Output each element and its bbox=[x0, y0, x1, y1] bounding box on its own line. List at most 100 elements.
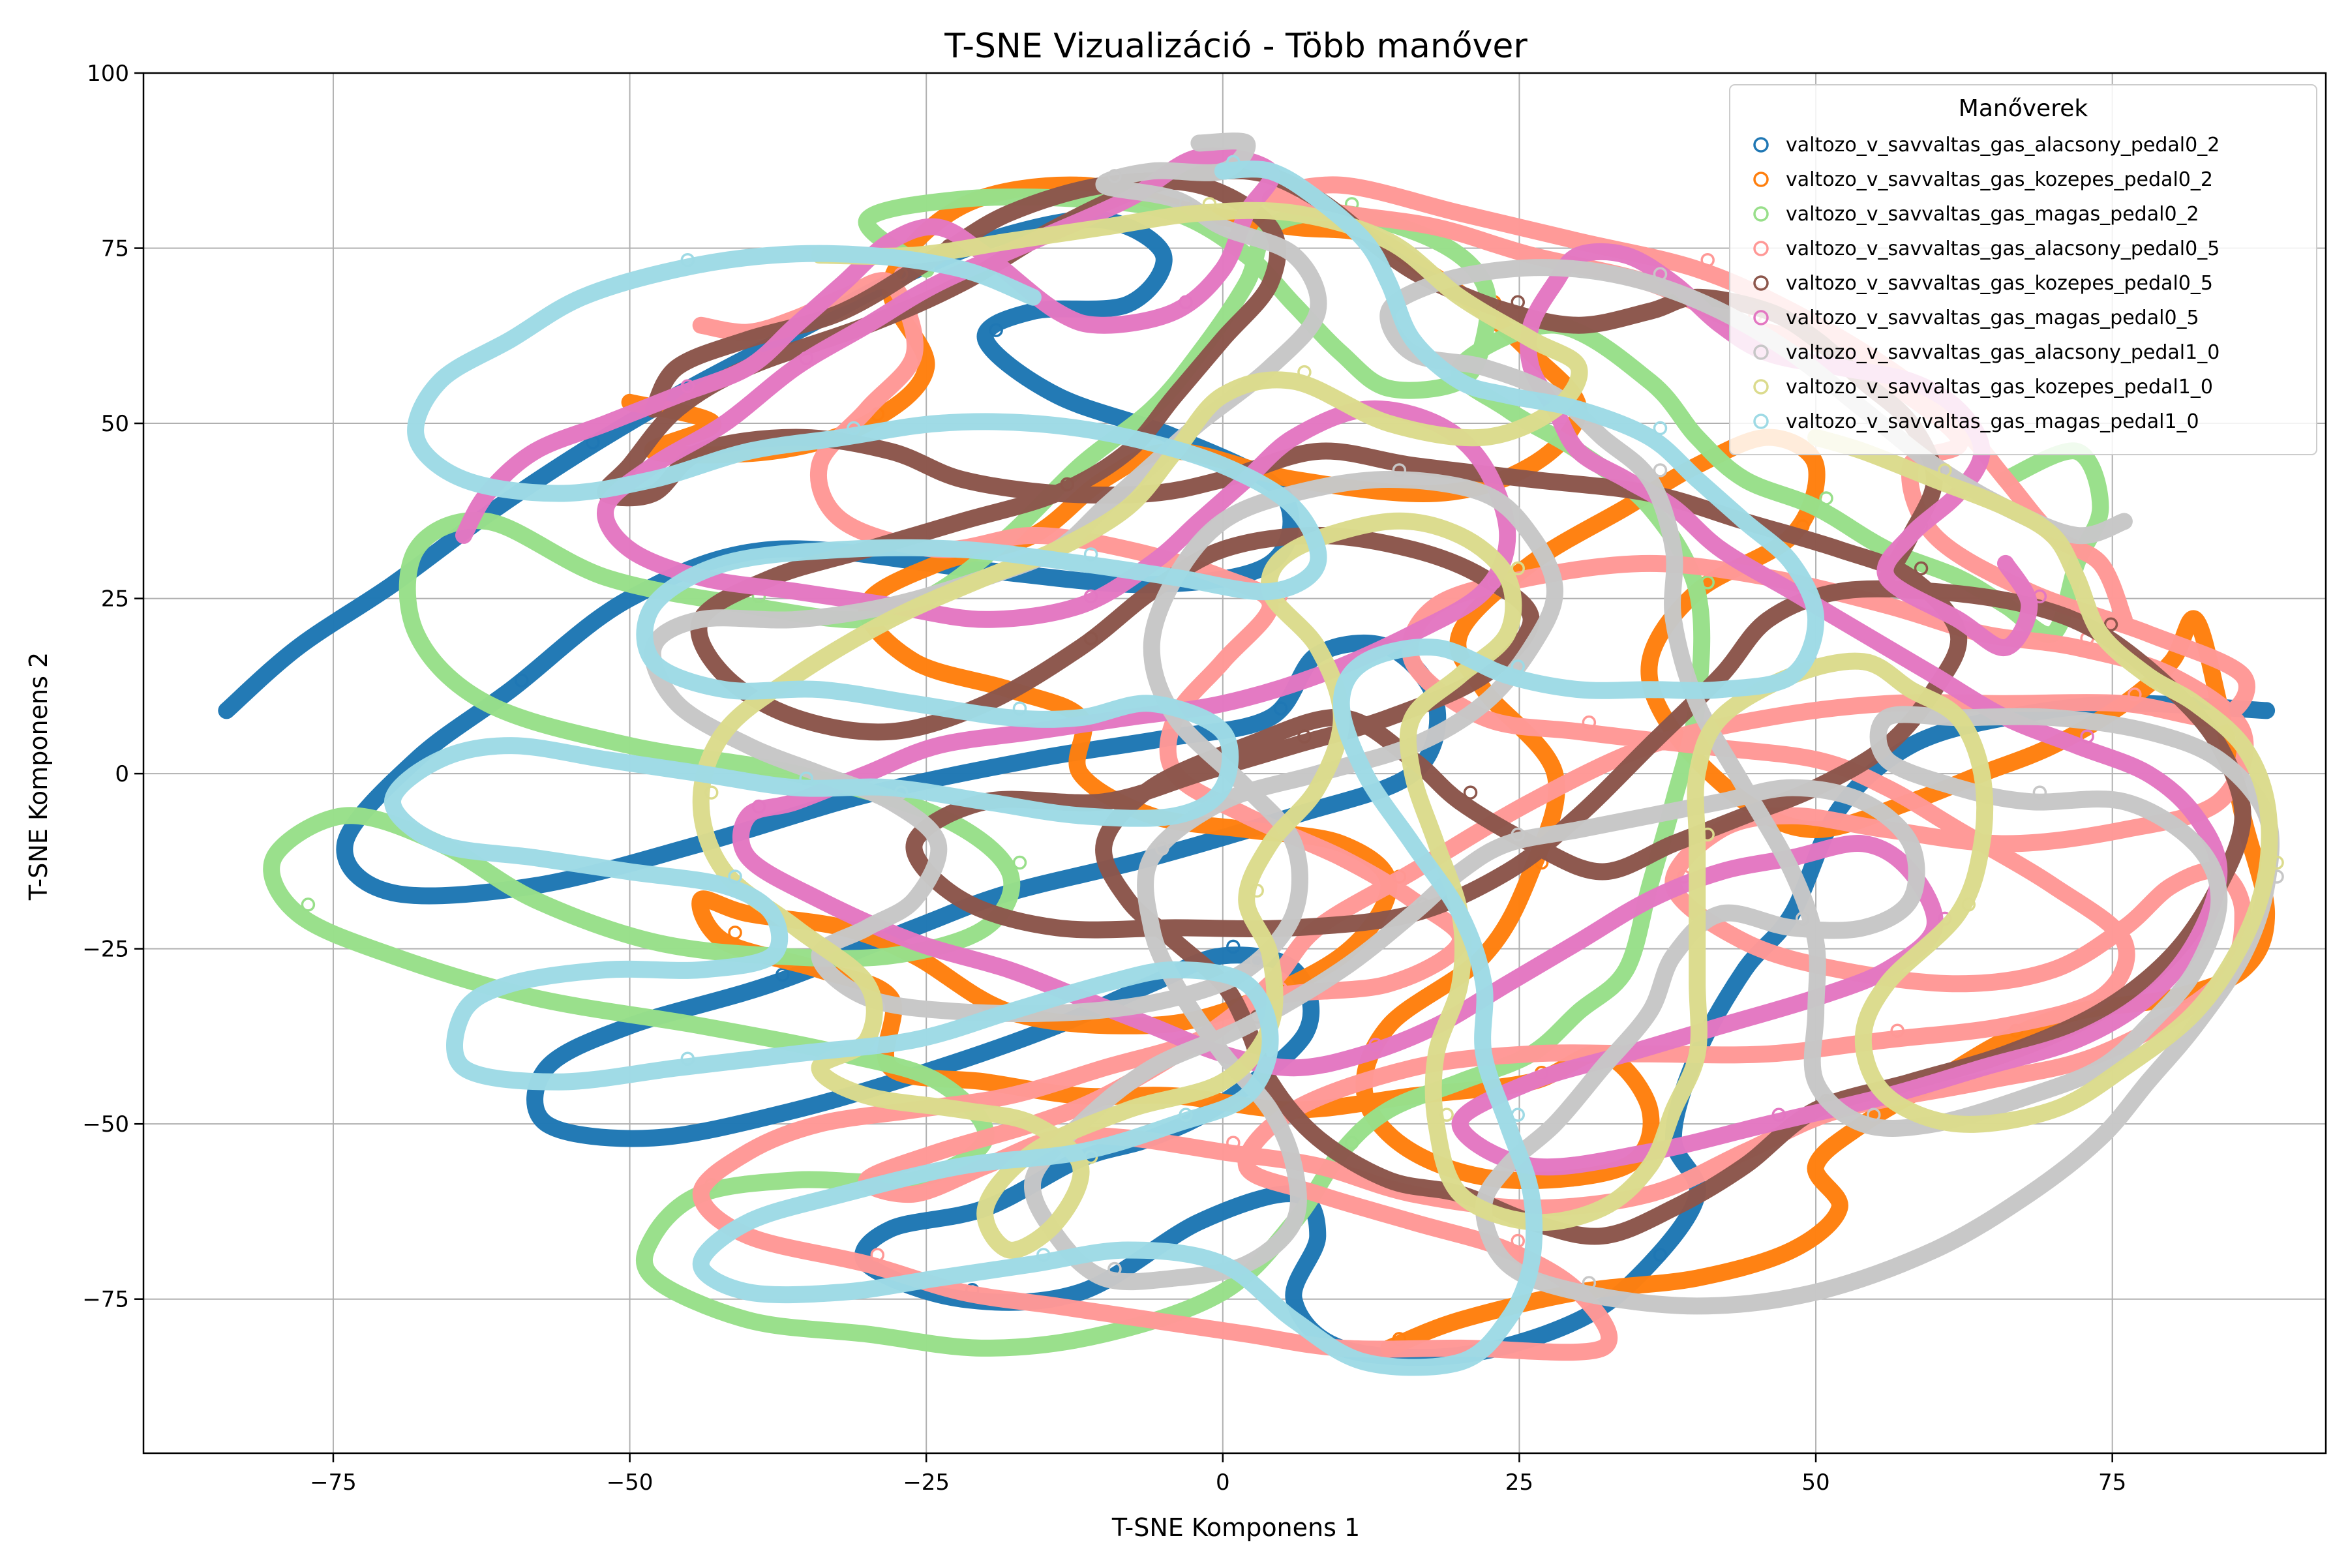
data-point bbox=[1439, 1108, 1454, 1122]
legend-marker bbox=[1753, 137, 1769, 153]
data-point bbox=[1297, 729, 1312, 744]
data-point bbox=[1511, 295, 1525, 309]
data-point bbox=[870, 1248, 885, 1262]
data-point bbox=[1179, 1108, 1193, 1122]
data-point bbox=[1154, 841, 1169, 856]
x-tick-label: −25 bbox=[903, 1470, 950, 1496]
data-point bbox=[775, 967, 790, 982]
y-tick-label: −25 bbox=[82, 937, 129, 963]
data-point bbox=[1179, 295, 1193, 309]
data-point bbox=[1938, 463, 1952, 477]
legend-label: valtozo_v_savvaltas_gas_magas_pedal1_0 bbox=[1786, 410, 2199, 433]
data-point bbox=[1012, 701, 1027, 716]
legend-label: valtozo_v_savvaltas_gas_kozepes_pedal0_5 bbox=[1786, 272, 2213, 295]
data-point bbox=[1582, 1276, 1597, 1290]
legend-label: valtozo_v_savvaltas_gas_kozepes_pedal0_2 bbox=[1786, 168, 2213, 191]
data-point bbox=[1060, 477, 1074, 492]
data-point bbox=[1487, 575, 1501, 590]
legend-marker bbox=[1753, 172, 1769, 187]
x-tick-label: 25 bbox=[1505, 1470, 1533, 1496]
data-point bbox=[1890, 1023, 1904, 1038]
data-point bbox=[680, 379, 695, 393]
data-point bbox=[1107, 1261, 1122, 1276]
data-point bbox=[2032, 589, 2047, 604]
legend-entry: valtozo_v_savvaltas_gas_magas_pedal0_2 bbox=[1753, 203, 2199, 226]
y-tick-label: 50 bbox=[101, 411, 129, 437]
data-point bbox=[1867, 1108, 1881, 1122]
data-point bbox=[1273, 701, 1288, 716]
data-point bbox=[1392, 463, 1407, 477]
data-point bbox=[799, 771, 813, 786]
data-point bbox=[1653, 421, 1668, 436]
series-trail bbox=[644, 132, 2280, 1315]
data-point bbox=[1511, 1233, 1525, 1248]
legend-marker bbox=[1753, 275, 1769, 291]
data-point bbox=[1083, 631, 1098, 646]
x-axis-label: T-SNE Komponens 1 bbox=[1111, 1513, 1360, 1542]
legend-label: valtozo_v_savvaltas_gas_alacsony_pedal0_… bbox=[1786, 134, 2220, 157]
data-point bbox=[680, 1051, 695, 1066]
legend-label: valtozo_v_savvaltas_gas_magas_pedal0_2 bbox=[1786, 203, 2199, 226]
data-point bbox=[2128, 687, 2142, 702]
data-point bbox=[1771, 1108, 1786, 1122]
legend-marker bbox=[1753, 206, 1769, 222]
data-point bbox=[301, 897, 316, 912]
data-point bbox=[1700, 827, 1715, 842]
data-point bbox=[1297, 365, 1312, 380]
data-point bbox=[1961, 897, 1976, 912]
data-point bbox=[1511, 561, 1525, 576]
legend-entry: valtozo_v_savvaltas_gas_kozepes_pedal1_0 bbox=[1753, 376, 2213, 399]
data-point bbox=[2032, 785, 2047, 800]
legend-entry: valtozo_v_savvaltas_gas_kozepes_pedal0_2 bbox=[1753, 168, 2213, 191]
y-tick-label: −75 bbox=[82, 1287, 129, 1313]
legend-marker bbox=[1753, 379, 1769, 395]
data-point bbox=[1700, 575, 1715, 590]
data-point bbox=[1511, 659, 1525, 674]
data-point bbox=[680, 253, 695, 267]
data-point bbox=[704, 785, 719, 800]
x-tick-label: 0 bbox=[1216, 1470, 1230, 1496]
data-point bbox=[514, 673, 529, 687]
x-tick-label: −50 bbox=[607, 1470, 654, 1496]
data-point bbox=[728, 869, 742, 884]
series-layer bbox=[218, 132, 2284, 1376]
data-point bbox=[799, 351, 813, 365]
legend-entry: valtozo_v_savvaltas_gas_alacsony_pedal1_… bbox=[1753, 341, 2220, 364]
data-point bbox=[1700, 253, 1715, 267]
legend-entry: valtozo_v_savvaltas_gas_alacsony_pedal0_… bbox=[1753, 134, 2220, 157]
data-point bbox=[1914, 561, 1929, 576]
x-tick-label: 75 bbox=[2098, 1470, 2126, 1496]
series-trail bbox=[384, 160, 1825, 1376]
data-point bbox=[1344, 1136, 1359, 1150]
y-tick-label: 75 bbox=[101, 236, 129, 262]
y-tick-label: 0 bbox=[115, 761, 129, 787]
legend-marker bbox=[1753, 414, 1769, 429]
y-axis: −75 −50 −25 0 25 50 75 100 bbox=[82, 61, 143, 1313]
data-point bbox=[1653, 267, 1668, 281]
legend-entry: valtozo_v_savvaltas_gas_magas_pedal0_5 bbox=[1753, 307, 2199, 329]
data-point bbox=[1226, 939, 1241, 954]
y-tick-label: 100 bbox=[87, 61, 129, 87]
chart-title: T-SNE Vizualizáció - Több manőver bbox=[944, 27, 1528, 66]
data-point bbox=[1511, 1108, 1525, 1122]
data-point bbox=[1653, 1248, 1668, 1262]
x-tick-label: −75 bbox=[310, 1470, 357, 1496]
legend-label: valtozo_v_savvaltas_gas_magas_pedal0_5 bbox=[1786, 307, 2199, 329]
data-point bbox=[1511, 827, 1525, 842]
y-axis-label: T-SNE Komponens 2 bbox=[24, 652, 53, 901]
legend-entry: valtozo_v_savvaltas_gas_magas_pedal1_0 bbox=[1753, 410, 2199, 433]
y-tick-label: −50 bbox=[82, 1111, 129, 1138]
x-tick-label: 50 bbox=[1801, 1470, 1829, 1496]
plot-frame bbox=[142, 72, 2327, 1455]
data-point bbox=[1653, 463, 1668, 477]
data-point bbox=[847, 421, 861, 436]
data-point bbox=[2080, 729, 2094, 744]
legend-label: valtozo_v_savvaltas_gas_alacsony_pedal1_… bbox=[1786, 341, 2220, 364]
legend-entry: valtozo_v_savvaltas_gas_kozepes_pedal0_5 bbox=[1753, 272, 2213, 295]
data-point bbox=[1368, 1038, 1383, 1052]
data-point bbox=[1250, 883, 1264, 898]
legend-entries: valtozo_v_savvaltas_gas_alacsony_pedal0_… bbox=[1753, 134, 2220, 433]
data-point bbox=[2270, 855, 2284, 870]
data-point bbox=[1036, 1248, 1051, 1262]
